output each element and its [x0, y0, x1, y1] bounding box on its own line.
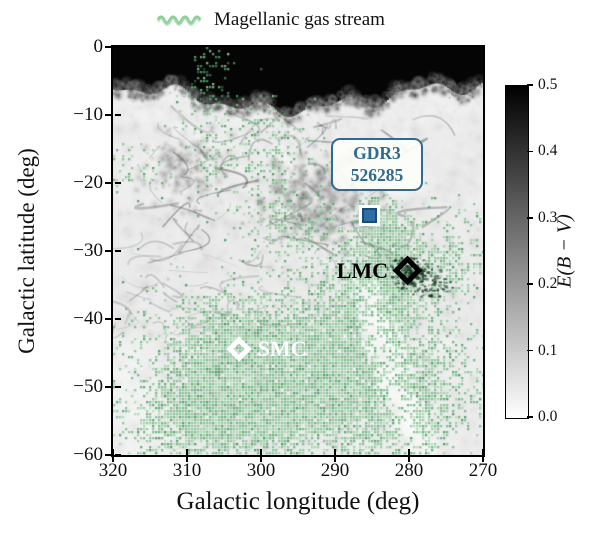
colorbar-tick-mark — [527, 84, 533, 86]
colorbar-tick-mark — [527, 349, 533, 352]
x-tick-label: 310 — [172, 460, 202, 481]
legend-label: Magellanic gas stream — [214, 9, 385, 30]
x-tick-mark — [482, 455, 484, 462]
colorbar-tick-label: 0.1 — [538, 341, 558, 359]
y-tick-mark — [105, 114, 113, 116]
x-tick-mark — [334, 455, 336, 462]
x-tick-mark — [408, 455, 410, 462]
y-tick-label: −50 — [73, 376, 103, 397]
plot-area — [111, 45, 485, 457]
x-tick-label: 320 — [98, 460, 128, 481]
colorbar-tick-label: 0.5 — [538, 76, 558, 93]
x-tick-mark-inner — [408, 449, 410, 455]
y-tick-mark — [105, 454, 113, 456]
gdr3-526285-marker — [361, 208, 377, 224]
colorbar-tick-label: 0.4 — [538, 142, 558, 160]
colorbar — [505, 85, 529, 419]
x-tick-mark — [260, 455, 262, 462]
smc-label: SMC — [257, 335, 307, 361]
y-tick-mark-inner — [115, 454, 121, 456]
y-tick-mark-inner — [115, 318, 121, 320]
y-tick-label: 0 — [93, 36, 104, 57]
colorbar-tick-label: 0.0 — [538, 408, 558, 425]
y-tick-mark-inner — [115, 250, 121, 252]
gdr3-annotation-box: GDR3 526285 — [331, 138, 423, 192]
y-tick-mark-inner — [115, 114, 121, 116]
x-tick-label: 270 — [468, 460, 498, 481]
y-tick-label: −10 — [73, 104, 103, 125]
y-tick-mark — [105, 386, 113, 388]
y-tick-mark — [105, 46, 113, 48]
colorbar-tick-mark — [527, 150, 533, 153]
y-tick-mark — [105, 250, 113, 252]
gas-stream-legend-swatch-icon — [156, 15, 202, 26]
x-tick-mark-inner — [482, 449, 484, 455]
x-tick-mark-inner — [334, 449, 336, 455]
x-tick-mark-inner — [260, 449, 262, 455]
colorbar-tick-mark — [527, 217, 533, 219]
x-tick-label: 290 — [320, 460, 350, 481]
x-tick-mark — [112, 455, 114, 462]
y-tick-label: −40 — [73, 308, 103, 329]
y-tick-label: −20 — [73, 172, 103, 193]
gdr3-annotation-line2: 526285 — [350, 164, 404, 185]
x-axis-title: Galactic longitude (deg) — [176, 488, 420, 515]
extinction-map-canvas — [113, 47, 483, 455]
y-tick-mark-inner — [115, 182, 121, 184]
y-tick-mark — [105, 182, 113, 184]
x-tick-mark-inner — [186, 449, 188, 455]
y-tick-label: −60 — [73, 444, 103, 465]
x-tick-mark — [186, 455, 188, 462]
x-tick-label: 280 — [394, 460, 424, 481]
y-tick-mark-inner — [115, 386, 121, 388]
colorbar-tick-mark — [527, 416, 533, 418]
y-tick-mark-inner — [115, 46, 121, 48]
gdr3-annotation-line1: GDR3 — [353, 143, 401, 163]
lmc-label: LMC — [336, 257, 389, 283]
x-tick-mark-inner — [112, 449, 114, 455]
colorbar-tick-label: 0.3 — [538, 208, 558, 226]
colorbar-tick-label: 0.2 — [538, 275, 558, 293]
y-tick-mark — [105, 318, 113, 320]
y-tick-label: −30 — [73, 240, 103, 261]
colorbar-tick-mark — [527, 283, 533, 285]
x-tick-label: 300 — [246, 460, 276, 481]
y-axis-title: Galactic latitude (deg) — [14, 148, 39, 354]
